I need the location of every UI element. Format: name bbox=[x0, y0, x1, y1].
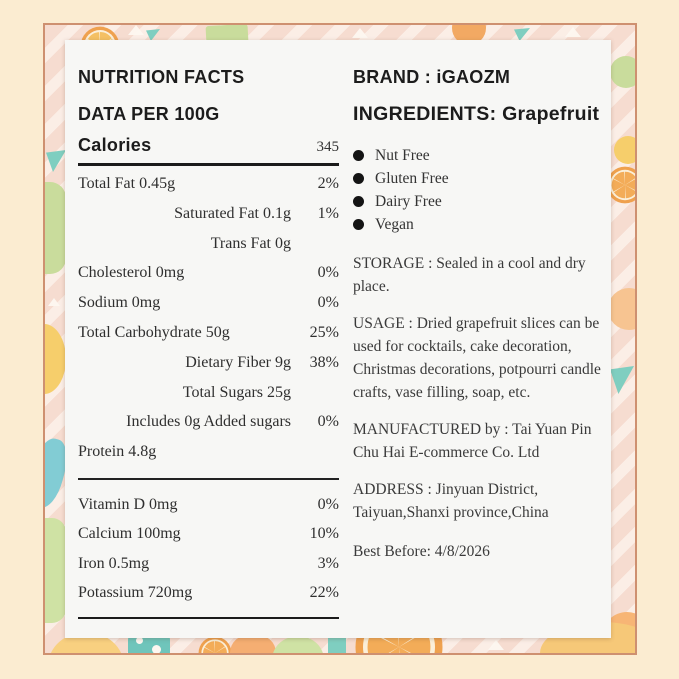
triangle-decoration bbox=[352, 28, 368, 38]
divider bbox=[78, 617, 339, 620]
table-row: Saturated Fat 0.1g 1% bbox=[78, 199, 339, 229]
nutrient-label: Trans Fat 0g bbox=[210, 234, 291, 252]
lime-decoration bbox=[272, 636, 324, 653]
bullet-icon bbox=[353, 173, 364, 184]
calories-row: Calories 345 bbox=[78, 134, 339, 156]
lime-decoration bbox=[45, 518, 66, 623]
nutrient-dv: 0% bbox=[317, 413, 339, 431]
table-row: Total Carbohydrate 50g 25% bbox=[78, 318, 339, 348]
nutrient-dv: 1% bbox=[317, 204, 339, 222]
table-row: Total Sugars 25g bbox=[78, 378, 339, 408]
best-before-line: Best Before: 4/8/2026 bbox=[353, 543, 490, 560]
product-info-column: BRAND : iGAOZM INGREDIENTS: Grapefruit N… bbox=[339, 66, 601, 638]
nutrient-dv bbox=[291, 378, 339, 408]
bubble-decoration bbox=[136, 637, 143, 644]
list-item: Gluten Free bbox=[353, 167, 601, 190]
triangle-decoration bbox=[48, 298, 60, 306]
triangle-decoration bbox=[488, 640, 504, 650]
bubble-decoration bbox=[152, 645, 161, 653]
lemon-decoration bbox=[45, 324, 66, 394]
nutrient-dv: 2% bbox=[317, 175, 339, 192]
nutrient-label: Protein 4.8g bbox=[78, 443, 157, 461]
table-row: Calcium 100mg 10% bbox=[78, 519, 339, 548]
badge-label: Vegan bbox=[375, 216, 414, 233]
peach-decoration bbox=[608, 288, 635, 330]
nutrient-label: Potassium 720mg bbox=[78, 583, 193, 601]
table-row: Sodium 0mg 0% bbox=[78, 288, 339, 318]
nutrient-rows: Total Fat 0.45g 2% Saturated Fat 0.1g 1% T… bbox=[78, 169, 339, 467]
nutrient-label: Sodium 0mg bbox=[78, 294, 161, 312]
triangle-decoration bbox=[128, 25, 144, 35]
triangle-decoration bbox=[565, 27, 581, 37]
drink-decoration bbox=[328, 638, 346, 653]
table-row: Vitamin D 0mg 0% bbox=[78, 490, 339, 519]
nutrient-dv bbox=[291, 229, 339, 259]
citrus-slice-icon bbox=[606, 166, 635, 204]
mineral-rows: Vitamin D 0mg 0% Calcium 100mg 10% Iron 0.… bbox=[78, 490, 339, 607]
nutrient-dv: 38% bbox=[309, 353, 339, 371]
ingredients-line: INGREDIENTS: Grapefruit bbox=[353, 103, 600, 125]
badge-label: Dairy Free bbox=[375, 193, 442, 210]
nutrient-label: Includes 0g Added sugars bbox=[126, 413, 291, 431]
nutrient-label: Cholesterol 0mg bbox=[78, 264, 185, 282]
nutrient-dv: 3% bbox=[317, 554, 339, 572]
nutrient-label: Total Carbohydrate 50g bbox=[78, 323, 230, 341]
nutrient-dv: 25% bbox=[309, 323, 339, 341]
nutrient-label: Total Fat 0.45g bbox=[78, 175, 176, 192]
orange-decoration bbox=[230, 634, 276, 653]
bullet-icon bbox=[353, 150, 364, 161]
list-item: Vegan bbox=[353, 213, 601, 236]
address-paragraph: ADDRESS : Jinyuan District, Taiyuan,Shan… bbox=[353, 481, 549, 521]
nutrition-subtitle: DATA PER 100G bbox=[78, 104, 220, 124]
table-row: Total Fat 0.45g 2% bbox=[78, 169, 339, 199]
citrus-slice-icon bbox=[198, 636, 232, 653]
lime-decoration bbox=[45, 182, 66, 274]
lime-decoration bbox=[610, 56, 635, 88]
nutrient-dv: 0% bbox=[317, 294, 339, 312]
manufacturer-paragraph: MANUFACTURED by : Tai Yuan Pin Chu Hai E… bbox=[353, 421, 592, 461]
bullet-icon bbox=[353, 196, 364, 207]
storage-paragraph: STORAGE : Sealed in a cool and dry place… bbox=[353, 255, 586, 295]
divider bbox=[78, 163, 339, 166]
table-row: Protein 4.8g bbox=[78, 437, 339, 467]
list-item: Nut Free bbox=[353, 144, 601, 167]
label-panel: NUTRITION FACTS DATA PER 100G Calories 3… bbox=[65, 40, 611, 638]
list-item: Dairy Free bbox=[353, 190, 601, 213]
lemon-decoration bbox=[614, 136, 635, 164]
nutrient-label: Calcium 100mg bbox=[78, 525, 181, 543]
nutrient-dv: 10% bbox=[309, 525, 339, 543]
table-row: Cholesterol 0mg 0% bbox=[78, 258, 339, 288]
nutrient-dv: 0% bbox=[317, 495, 339, 513]
usage-paragraph: USAGE : Dried grapefruit slices can be u… bbox=[353, 315, 601, 401]
nutrient-dv: 0% bbox=[317, 264, 339, 282]
calories-label: Calories bbox=[78, 135, 152, 155]
badge-label: Nut Free bbox=[375, 147, 430, 164]
nutrition-title: NUTRITION FACTS bbox=[78, 67, 245, 87]
triangle-decoration bbox=[610, 366, 634, 394]
nutrient-label: Dietary Fiber 9g bbox=[185, 353, 291, 371]
nutrition-facts-column: NUTRITION FACTS DATA PER 100G Calories 3… bbox=[78, 66, 339, 638]
nutrient-dv: 22% bbox=[309, 583, 339, 601]
table-row: Includes 0g Added sugars 0% bbox=[78, 407, 339, 437]
nutrient-label: Saturated Fat 0.1g bbox=[174, 204, 291, 222]
nutrient-label: Total Sugars 25g bbox=[182, 383, 291, 401]
brand-line: BRAND : iGAOZM bbox=[353, 67, 511, 87]
table-row: Trans Fat 0g bbox=[78, 229, 339, 259]
calories-value: 345 bbox=[316, 139, 340, 155]
nutrient-label: Vitamin D 0mg bbox=[78, 495, 178, 513]
divider bbox=[78, 477, 339, 480]
nutrient-dv bbox=[291, 437, 339, 467]
dietary-badge-list: Nut Free Gluten Free Dairy Free Vegan bbox=[353, 144, 601, 236]
bullet-icon bbox=[353, 219, 364, 230]
table-row: Potassium 720mg 22% bbox=[78, 578, 339, 607]
badge-label: Gluten Free bbox=[375, 170, 449, 187]
triangle-decoration bbox=[46, 150, 66, 172]
nutrient-label: Iron 0.5mg bbox=[78, 554, 150, 572]
table-row: Iron 0.5mg 3% bbox=[78, 549, 339, 578]
table-row: Dietary Fiber 9g 38% bbox=[78, 348, 339, 378]
